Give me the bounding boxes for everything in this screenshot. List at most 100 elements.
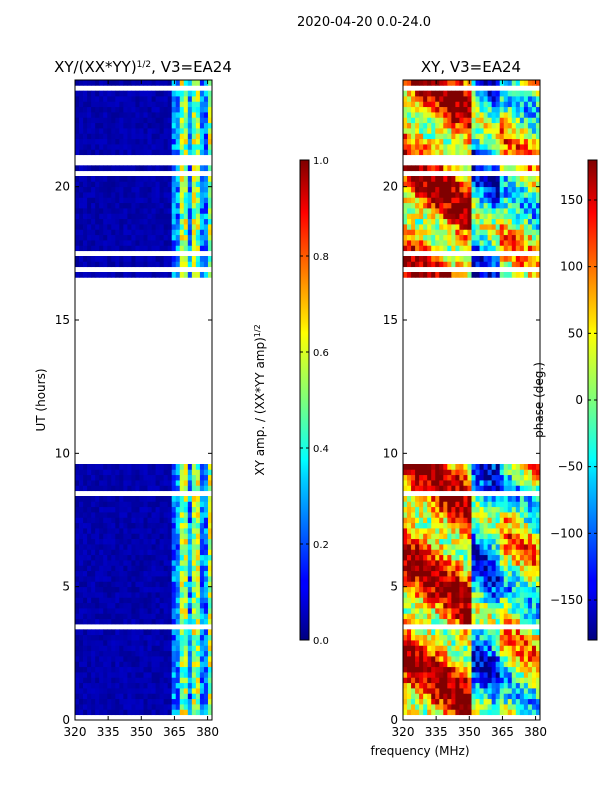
amplitude-cell [191, 506, 197, 513]
phase-cell [515, 165, 521, 172]
phase-cell [407, 144, 412, 150]
amplitude-cell [99, 549, 104, 556]
amplitude-cell [103, 634, 108, 641]
phase-cell [515, 224, 521, 230]
phase-cell [511, 176, 517, 182]
phase-cell [471, 640, 476, 646]
phase-cell [531, 256, 537, 262]
phase-cell [523, 176, 529, 182]
phase-cell [451, 650, 456, 657]
phase-cell [443, 474, 448, 481]
amplitude-cell [83, 96, 88, 102]
amplitude-cell [107, 688, 112, 694]
phase-cell [523, 133, 529, 140]
amplitude-cell [207, 528, 212, 534]
phase-cell [431, 128, 436, 134]
amplitude-cell [83, 704, 88, 710]
phase-cell [491, 640, 497, 646]
phase-cell [495, 672, 501, 678]
phase-cell [491, 218, 497, 225]
amplitude-cell [179, 218, 185, 225]
amplitude-cell [187, 677, 193, 684]
phase-cell [491, 586, 497, 593]
phase-cell [535, 528, 540, 534]
amplitude-cell [95, 506, 100, 513]
amplitude-cell [199, 677, 205, 684]
amplitude-cell [119, 586, 124, 593]
amplitude-cell [163, 693, 169, 700]
phase-cell [523, 538, 529, 545]
phase-cell [403, 656, 408, 662]
phase-cell [495, 645, 501, 652]
phase-cell [483, 192, 489, 198]
amplitude-cell [119, 128, 124, 134]
phase-cell [495, 229, 501, 236]
phase-cell [531, 186, 537, 193]
amplitude-cell [167, 469, 173, 476]
amplitude-cell [171, 693, 177, 700]
phase-cell [411, 656, 416, 662]
phase-cell [439, 592, 444, 598]
amplitude-cell [107, 272, 112, 278]
amplitude-cell [147, 80, 152, 86]
amplitude-cell [143, 602, 148, 609]
amplitude-cell [115, 517, 120, 524]
phase-cell [535, 597, 540, 604]
phase-cell [407, 165, 412, 172]
phase-cell [455, 464, 460, 470]
amplitude-cell [159, 197, 165, 204]
amplitude-cell [115, 629, 120, 636]
phase-cell [463, 240, 468, 246]
amplitude-cell [107, 517, 112, 524]
amplitude-cell [87, 693, 92, 700]
amplitude-cell [75, 106, 80, 113]
phase-cell [411, 501, 416, 508]
amplitude-cell [187, 197, 193, 204]
amplitude-cell [155, 570, 161, 577]
phase-cell [471, 629, 476, 636]
amplitude-cell [199, 693, 205, 700]
amplitude-cell [195, 522, 201, 529]
phase-cell [403, 261, 408, 268]
amplitude-panel: XY/(XX*YY)1/2, V3=EA24 320 335 350 365 38005… [34, 58, 232, 739]
phase-cell [439, 693, 444, 700]
phase-cell [519, 549, 525, 556]
amplitude-cell [87, 528, 92, 534]
amplitude-cell [195, 218, 201, 225]
phase-cell [419, 496, 424, 502]
amplitude-cell [191, 176, 197, 182]
phase-cell [491, 677, 497, 684]
phase-cell [415, 570, 420, 577]
phase-cell [403, 533, 408, 540]
amplitude-cell [179, 613, 185, 620]
phase-cell [511, 650, 517, 657]
phase-cell [403, 672, 408, 678]
amplitude-cell [167, 186, 173, 193]
phase-cell [451, 629, 456, 636]
amplitude-cell [195, 128, 201, 134]
amplitude-cell [151, 576, 156, 582]
phase-cell [467, 202, 472, 209]
phase-title: XY, V3=EA24 [421, 58, 521, 76]
amplitude-cell [179, 181, 185, 188]
amplitude-cell [203, 80, 209, 86]
amplitude-cell [175, 533, 181, 540]
amplitude-cell [175, 512, 181, 518]
phase-cell [435, 138, 440, 145]
amplitude-cell [99, 576, 104, 582]
amplitude-cell [139, 634, 144, 641]
phase-cell [511, 522, 517, 529]
phase-cell [447, 128, 452, 134]
amplitude-cell [183, 202, 189, 209]
amplitude-cell [155, 224, 161, 230]
amplitude-cell [75, 640, 80, 646]
phase-cell [471, 128, 476, 134]
amplitude-cell [191, 202, 197, 209]
amplitude-cell [103, 112, 108, 118]
amplitude-cell [75, 80, 80, 86]
amplitude-cell [123, 485, 128, 492]
amplitude-cell [131, 197, 136, 204]
amplitude-cell [199, 138, 205, 145]
phase-cell [427, 672, 432, 678]
phase-cell [431, 554, 436, 561]
